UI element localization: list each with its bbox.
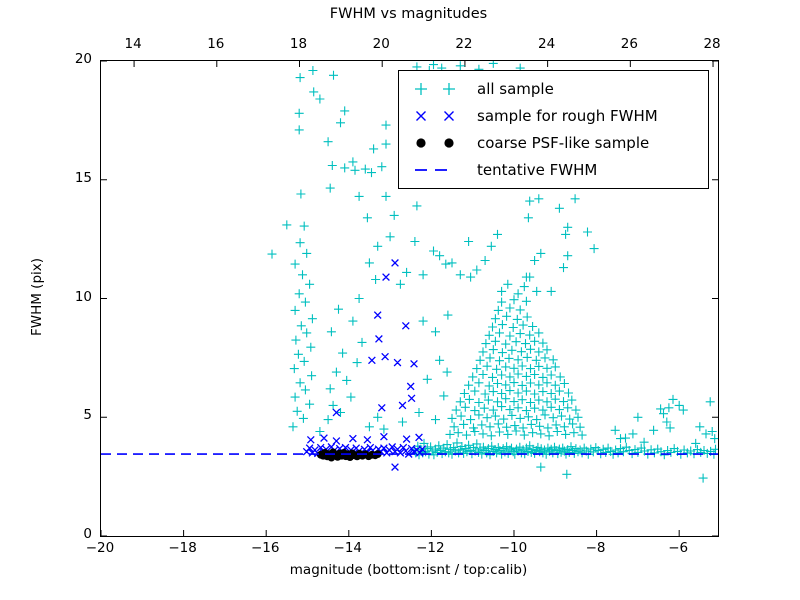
cross-marker-icon (416, 110, 454, 121)
chart-title: FWHM vs magnitudes (329, 6, 488, 22)
y-tick-label: 10 (74, 288, 92, 305)
x-tick-label: −20 (85, 540, 115, 556)
legend-label: all sample (477, 79, 554, 98)
top-x-tick-label: 22 (455, 36, 473, 52)
y-tick-label: 0 (83, 526, 92, 542)
x-tick-label: −6 (668, 540, 689, 556)
x-axis-label: magnitude (bottom:isnt / top:calib) (289, 562, 528, 578)
legend-row-all-sample: all sample (399, 76, 708, 102)
x-tick-label: −8 (585, 540, 606, 556)
plus-marker-icon (415, 82, 455, 95)
legend-label: coarse PSF-like sample (477, 134, 650, 153)
dashed-line-icon (415, 169, 447, 172)
legend-row-tentative-fwhm: tentative FWHM (399, 157, 708, 183)
x-tick-label: −14 (333, 540, 363, 556)
top-x-tick-label: 26 (620, 36, 638, 52)
x-tick-label: −18 (168, 540, 197, 556)
top-x-tick-label: 18 (289, 36, 308, 52)
x-tick-label: −10 (498, 540, 528, 556)
top-x-tick-label: 16 (207, 36, 225, 52)
legend-row-psf-like: coarse PSF-like sample (399, 130, 708, 156)
top-x-tick-label: 20 (372, 36, 390, 52)
y-tick-label: 5 (83, 407, 92, 424)
top-x-tick-label: 14 (124, 36, 142, 52)
dot-marker-icon (416, 138, 454, 148)
y-tick-label: 15 (74, 169, 92, 186)
top-x-tick-label: 24 (538, 36, 556, 52)
x-tick-label: −16 (250, 540, 280, 556)
y-tick-label: 20 (74, 51, 92, 67)
legend: all sample sample for rough FWHM coarse … (398, 70, 709, 189)
y-axis-label: FWHM (pix) (29, 257, 45, 337)
legend-label: sample for rough FWHM (477, 106, 658, 125)
legend-label: tentative FWHM (477, 161, 598, 180)
plot-canvas (101, 61, 718, 536)
top-x-tick-label: 28 (703, 36, 721, 52)
legend-row-rough-fwhm: sample for rough FWHM (399, 103, 708, 129)
x-tick-label: −12 (416, 540, 445, 556)
